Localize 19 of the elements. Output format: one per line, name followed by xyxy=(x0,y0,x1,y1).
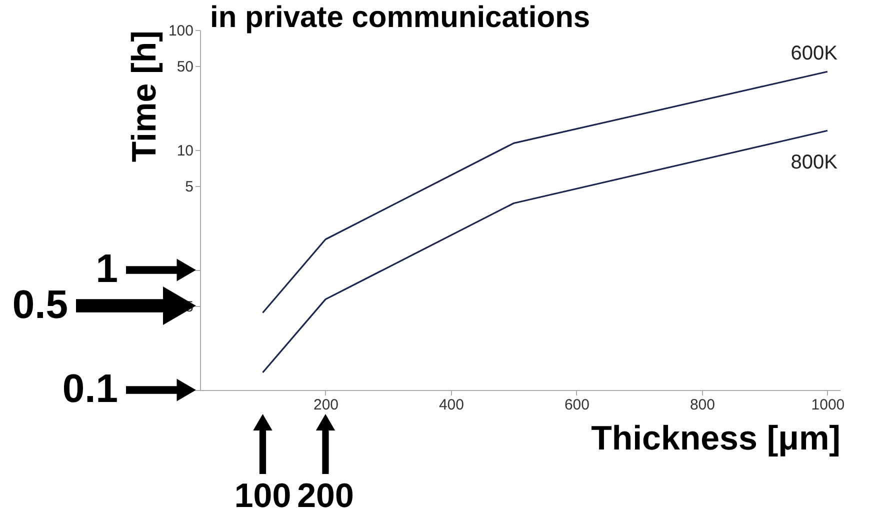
text: 100 xyxy=(234,477,292,515)
x-tick-label: 600 xyxy=(564,396,590,414)
x-tick-label: 200 xyxy=(313,396,339,414)
series-label: 600K xyxy=(790,42,838,65)
x-tick-label: 400 xyxy=(438,396,464,414)
series-label: 800K xyxy=(790,152,838,174)
x-axis-title: Thickness [μm] xyxy=(591,420,840,458)
x-tick-label: 800 xyxy=(690,396,715,414)
y-axis-title: Time [h] xyxy=(125,30,164,162)
y-tick-label: 10 xyxy=(176,142,194,160)
x-tick-label: 1000 xyxy=(811,396,845,414)
y-tick-label: 5 xyxy=(185,178,194,196)
text: 0.1 xyxy=(62,367,118,411)
text: 200 xyxy=(297,477,354,515)
y-tick-label: 100 xyxy=(168,22,194,40)
text: 1 xyxy=(96,247,118,291)
y-tick-label: 50 xyxy=(176,58,194,76)
text: 0.5 xyxy=(12,282,68,327)
chart-title: in private communications xyxy=(210,1,590,34)
